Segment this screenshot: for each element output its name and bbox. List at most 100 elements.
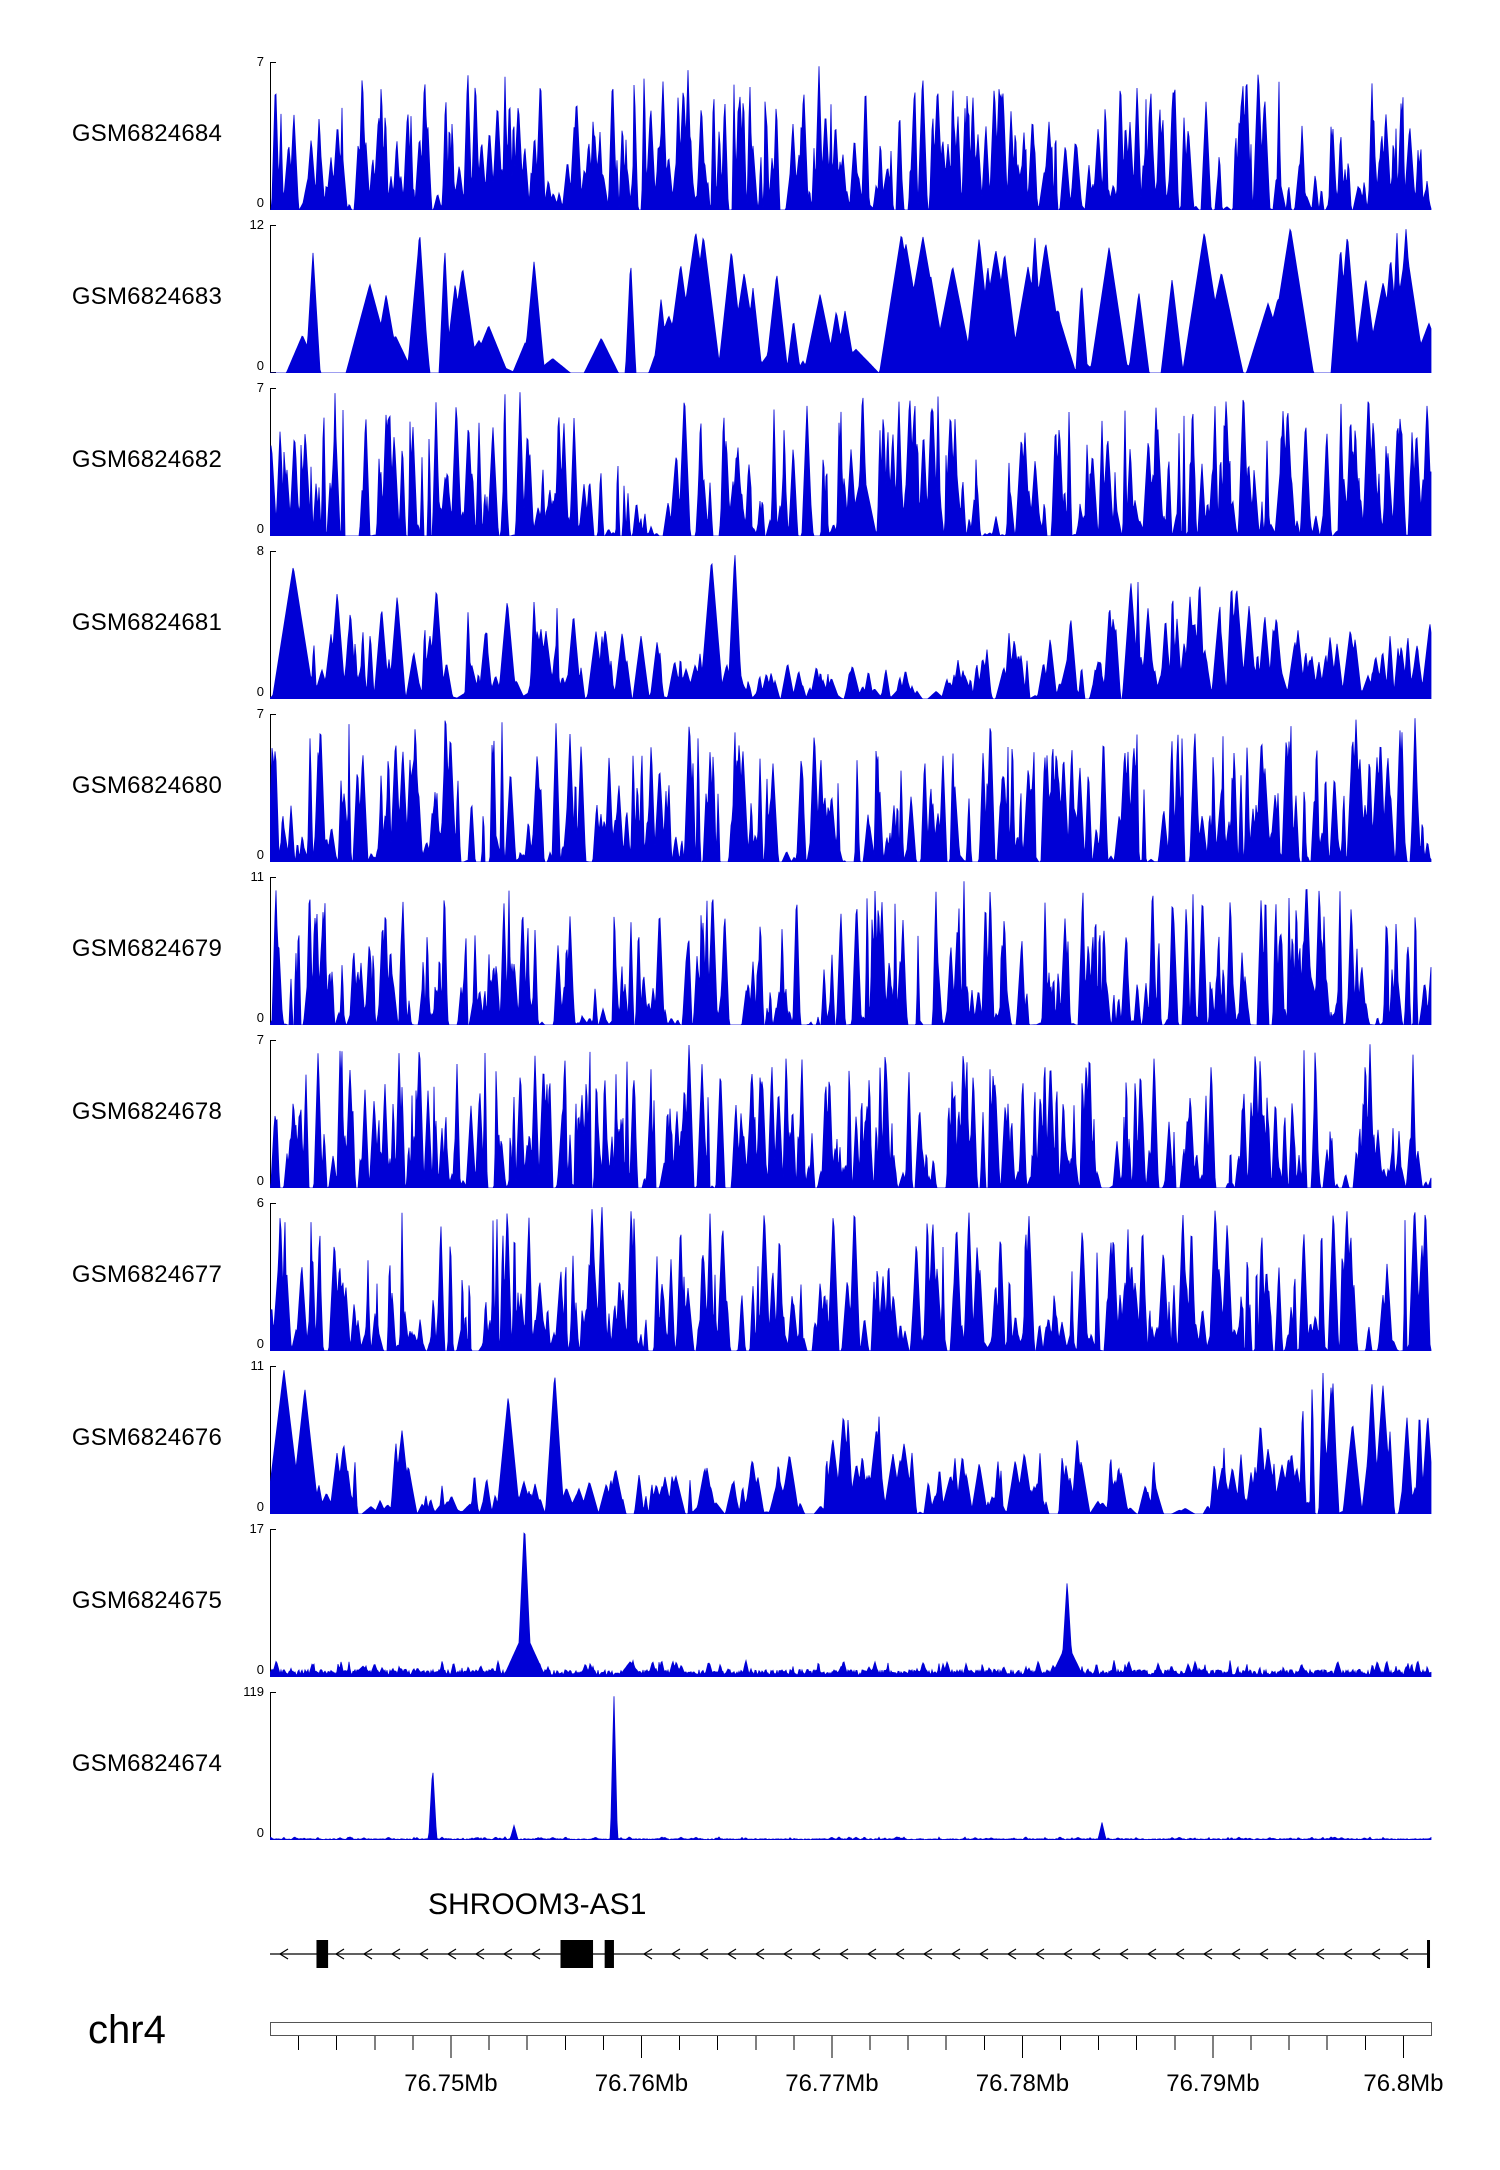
signal-track-row: GSM6824679 11 0 xyxy=(0,869,1500,1040)
chromosome-label: chr4 xyxy=(88,2008,166,2052)
y-axis-max-label: 7 xyxy=(256,706,264,721)
strand-direction-arrow-icon xyxy=(726,1948,737,1960)
strand-direction-arrow-icon xyxy=(642,1948,653,1960)
strand-direction-arrow-icon xyxy=(1258,1948,1269,1960)
strand-direction-arrow-icon xyxy=(334,1948,345,1960)
signal-area xyxy=(270,718,1432,862)
coverage-signal-plot xyxy=(270,1366,1432,1514)
strand-direction-arrow-icon xyxy=(1314,1948,1325,1960)
strand-direction-arrow-icon xyxy=(950,1948,961,1960)
y-axis-zero-label: 0 xyxy=(256,521,264,536)
track-label: GSM6824678 xyxy=(71,1098,222,1125)
signal-track-row: GSM6824675 17 0 xyxy=(0,1521,1500,1692)
coverage-signal-plot xyxy=(270,714,1432,862)
y-axis-max-label: 12 xyxy=(249,217,264,232)
y-axis-zero-label: 0 xyxy=(256,1825,264,1840)
strand-direction-arrow-icon xyxy=(894,1948,905,1960)
strand-direction-arrow-icon xyxy=(530,1948,541,1960)
track-label: GSM6824677 xyxy=(71,1261,222,1288)
genomic-ruler: 76.75Mb 76.76Mb 76.77Mb 76.78Mb 76.79Mb 76.8M… xyxy=(270,2022,1443,2152)
strand-direction-arrow-icon xyxy=(446,1948,457,1960)
axis-tick-label: 76.79Mb xyxy=(1166,2070,1260,2097)
y-axis-max-label: 119 xyxy=(243,1684,264,1699)
strand-direction-arrow-icon xyxy=(1286,1948,1297,1960)
exon-block xyxy=(560,1940,594,1968)
signal-track-row: GSM6824674 119 0 xyxy=(0,1684,1500,1855)
strand-direction-arrow-icon xyxy=(922,1948,933,1960)
y-axis-zero-label: 0 xyxy=(256,1662,264,1677)
coverage-signal-plot xyxy=(270,225,1432,373)
strand-direction-arrow-icon xyxy=(390,1948,401,1960)
strand-direction-arrow-icon xyxy=(978,1948,989,1960)
coverage-signal-plot xyxy=(270,1529,1432,1677)
y-axis-zero-label: 0 xyxy=(256,847,264,862)
strand-direction-arrow-icon xyxy=(670,1948,681,1960)
gene-end-bar xyxy=(1427,1940,1431,1968)
axis-tick-label: 76.77Mb xyxy=(785,2070,879,2097)
track-label: GSM6824679 xyxy=(71,935,222,962)
axis-tick-label: 76.8Mb xyxy=(1363,2070,1444,2097)
y-axis-max-label: 7 xyxy=(256,54,264,69)
strand-direction-arrow-icon xyxy=(474,1948,485,1960)
chromosome-band-box xyxy=(270,2022,1432,2036)
signal-area xyxy=(270,66,1432,210)
y-axis-max-label: 7 xyxy=(256,1032,264,1047)
track-label: GSM6824674 xyxy=(71,1750,222,1777)
track-label: GSM6824682 xyxy=(71,446,222,473)
strand-direction-arrow-icon xyxy=(810,1948,821,1960)
signal-track-row: GSM6824677 6 0 xyxy=(0,1195,1500,1366)
coverage-signal-plot xyxy=(270,388,1432,536)
y-axis-zero-label: 0 xyxy=(256,1010,264,1025)
strand-direction-arrow-icon xyxy=(1090,1948,1101,1960)
track-label: GSM6824684 xyxy=(71,120,222,147)
strand-direction-arrow-icon xyxy=(838,1948,849,1960)
signal-area xyxy=(270,228,1432,373)
signal-area xyxy=(270,1696,1432,1840)
signal-area xyxy=(270,1370,1432,1514)
exon-block xyxy=(604,1940,614,1968)
signal-area xyxy=(270,1044,1432,1188)
axis-tick-label: 76.76Mb xyxy=(594,2070,689,2097)
signal-area xyxy=(270,1532,1432,1677)
coverage-signal-plot xyxy=(270,877,1432,1025)
coverage-signal-plot xyxy=(270,1692,1432,1840)
strand-direction-arrow-icon xyxy=(698,1948,709,1960)
strand-direction-arrow-icon xyxy=(1398,1948,1409,1960)
gene-annotation-track: SHROOM3-AS1 xyxy=(270,1888,1432,1984)
signal-track-row: GSM6824682 7 0 xyxy=(0,380,1500,551)
y-axis-max-label: 17 xyxy=(249,1521,264,1536)
ruler-labels: 76.75Mb 76.76Mb 76.77Mb 76.78Mb 76.79Mb 76.8M… xyxy=(270,2070,1443,2100)
y-axis-zero-label: 0 xyxy=(256,1499,264,1514)
signal-area xyxy=(270,881,1432,1025)
y-axis-max-label: 8 xyxy=(256,543,264,558)
track-label: GSM6824681 xyxy=(71,609,222,636)
strand-direction-arrow-icon xyxy=(782,1948,793,1960)
y-axis-zero-label: 0 xyxy=(256,358,264,373)
strand-direction-arrow-icon xyxy=(754,1948,765,1960)
strand-direction-arrow-icon xyxy=(1230,1948,1241,1960)
strand-direction-arrow-icon xyxy=(1202,1948,1213,1960)
strand-direction-arrow-icon xyxy=(1174,1948,1185,1960)
y-axis-zero-label: 0 xyxy=(256,1336,264,1351)
signal-track-row: GSM6824684 7 0 xyxy=(0,54,1500,225)
signal-track-row: GSM6824676 11 0 xyxy=(0,1358,1500,1529)
track-label: GSM6824680 xyxy=(71,772,222,799)
strand-direction-arrow-icon xyxy=(1006,1948,1017,1960)
signal-track-row: GSM6824681 8 0 xyxy=(0,543,1500,714)
coverage-signal-plot xyxy=(270,62,1432,210)
strand-direction-arrow-icon xyxy=(1062,1948,1073,1960)
strand-direction-arrow-icon xyxy=(278,1948,289,1960)
strand-direction-arrow-icon xyxy=(362,1948,373,1960)
coverage-signal-plot xyxy=(270,551,1432,699)
signal-track-row: GSM6824680 7 0 xyxy=(0,706,1500,877)
strand-direction-arrow-icon xyxy=(502,1948,513,1960)
gene-name: SHROOM3-AS1 xyxy=(428,1888,647,1921)
y-axis-max-label: 11 xyxy=(250,869,265,884)
axis-tick-label: 76.78Mb xyxy=(975,2070,1070,2097)
ruler-ticks xyxy=(270,2022,1432,2058)
signal-area xyxy=(270,555,1432,699)
strand-direction-arrow-icon xyxy=(1034,1948,1045,1960)
track-label: GSM6824683 xyxy=(71,283,222,310)
signal-area xyxy=(270,392,1432,536)
